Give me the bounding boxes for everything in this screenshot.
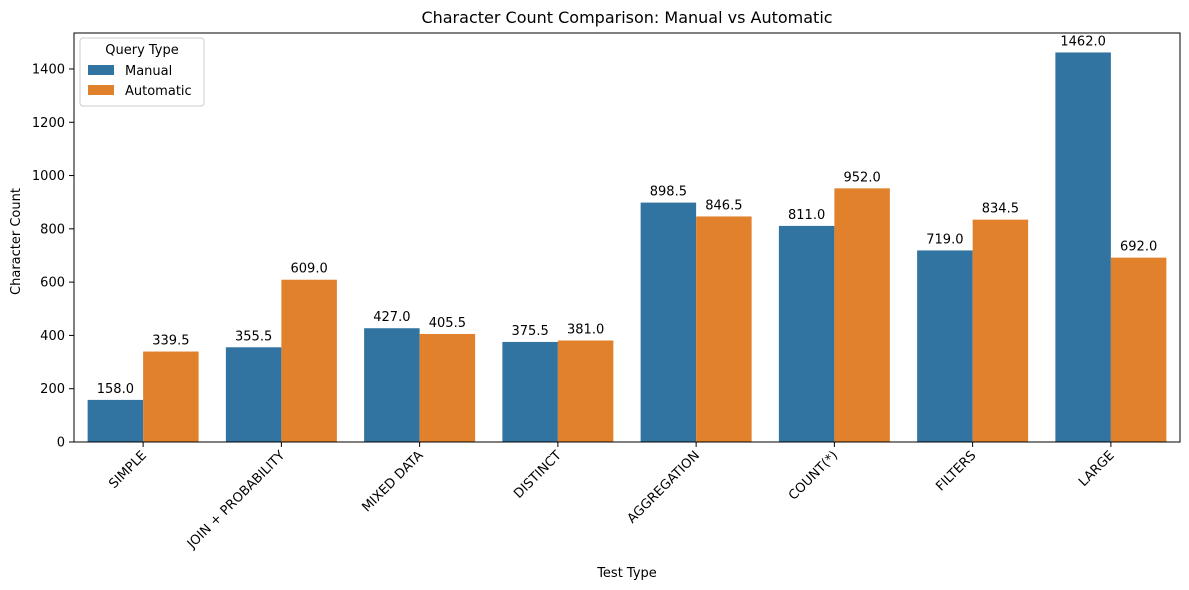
legend-entry-automatic: Automatic xyxy=(125,84,192,99)
x-tick-label: DISTINCT xyxy=(511,448,565,502)
legend-title: Query Type xyxy=(105,43,179,58)
y-tick-label: 1000 xyxy=(32,169,65,184)
plot-area: 158.0 355.5 427.0 375.5 898.5 811.0 719.0 1462.… xyxy=(32,32,1181,552)
x-axis-label: Test Type xyxy=(596,566,657,581)
bar-automatic-3 xyxy=(557,340,614,442)
bar-manual-6 xyxy=(917,250,973,442)
bar-value-label: 158.0 xyxy=(97,382,134,397)
bar-manual-4 xyxy=(640,202,697,442)
bar-manual-0 xyxy=(87,399,144,442)
legend-entry-manual: Manual xyxy=(125,64,172,79)
x-tick-label: MIXED DATA xyxy=(359,448,426,515)
chart-title: Character Count Comparison: Manual vs Au… xyxy=(421,8,832,27)
y-tick-label: 1200 xyxy=(32,116,65,131)
bar-manual-1 xyxy=(225,347,282,442)
x-tick-label: FILTERS xyxy=(933,448,979,494)
y-tick-label: 600 xyxy=(40,276,65,291)
bar-automatic-0 xyxy=(143,351,199,442)
x-tick-label: SIMPLE xyxy=(106,448,150,492)
bar-automatic-7 xyxy=(1110,257,1167,442)
bar-value-label: 427.0 xyxy=(373,310,410,325)
legend-swatch-automatic xyxy=(88,85,114,95)
bar-value-label: 719.0 xyxy=(926,232,963,247)
bar-value-label: 375.5 xyxy=(512,324,549,339)
legend-swatch-manual xyxy=(88,65,114,75)
bar-automatic-2 xyxy=(419,333,476,442)
y-tick-label: 800 xyxy=(40,222,65,237)
y-tick-label: 1400 xyxy=(32,62,65,77)
bar-manual-3 xyxy=(502,341,558,442)
bar-value-label: 381.0 xyxy=(567,322,604,337)
bar-value-label: 609.0 xyxy=(291,262,328,277)
plot-frame xyxy=(73,32,1181,443)
bar-value-label: 405.5 xyxy=(429,316,466,331)
bar-value-label: 692.0 xyxy=(1120,240,1157,255)
bar-manual-2 xyxy=(364,328,420,442)
bar-manual-5 xyxy=(778,225,835,442)
bar-value-label: 834.5 xyxy=(982,202,1019,217)
bar-value-label: 898.5 xyxy=(650,185,687,200)
bar-value-label: 339.5 xyxy=(152,334,189,349)
x-tick-label: AGGREGATION xyxy=(625,448,703,526)
x-tick-label: JOIN + PROBABILITY xyxy=(184,448,288,552)
x-tick-label: COUNT(*) xyxy=(786,448,841,503)
bar-value-label: 952.0 xyxy=(844,170,881,185)
bar-manual-7 xyxy=(1055,52,1111,443)
bar-automatic-1 xyxy=(281,279,337,442)
bar-value-label: 1462.0 xyxy=(1060,34,1106,49)
y-tick-label: 200 xyxy=(40,382,65,397)
bar-automatic-4 xyxy=(696,216,752,442)
x-tick-label: LARGE xyxy=(1076,448,1118,490)
legend: Query Type Manual Automatic xyxy=(79,37,205,107)
y-tick-label: 0 xyxy=(57,436,65,451)
bar-value-label: 846.5 xyxy=(705,198,742,213)
bar-automatic-5 xyxy=(834,188,890,442)
y-tick-label: 400 xyxy=(40,329,65,344)
bar-value-label: 811.0 xyxy=(788,208,825,223)
bar-value-label: 355.5 xyxy=(235,329,272,344)
y-axis-label: Character Count xyxy=(9,188,24,295)
bar-automatic-6 xyxy=(972,219,1029,442)
